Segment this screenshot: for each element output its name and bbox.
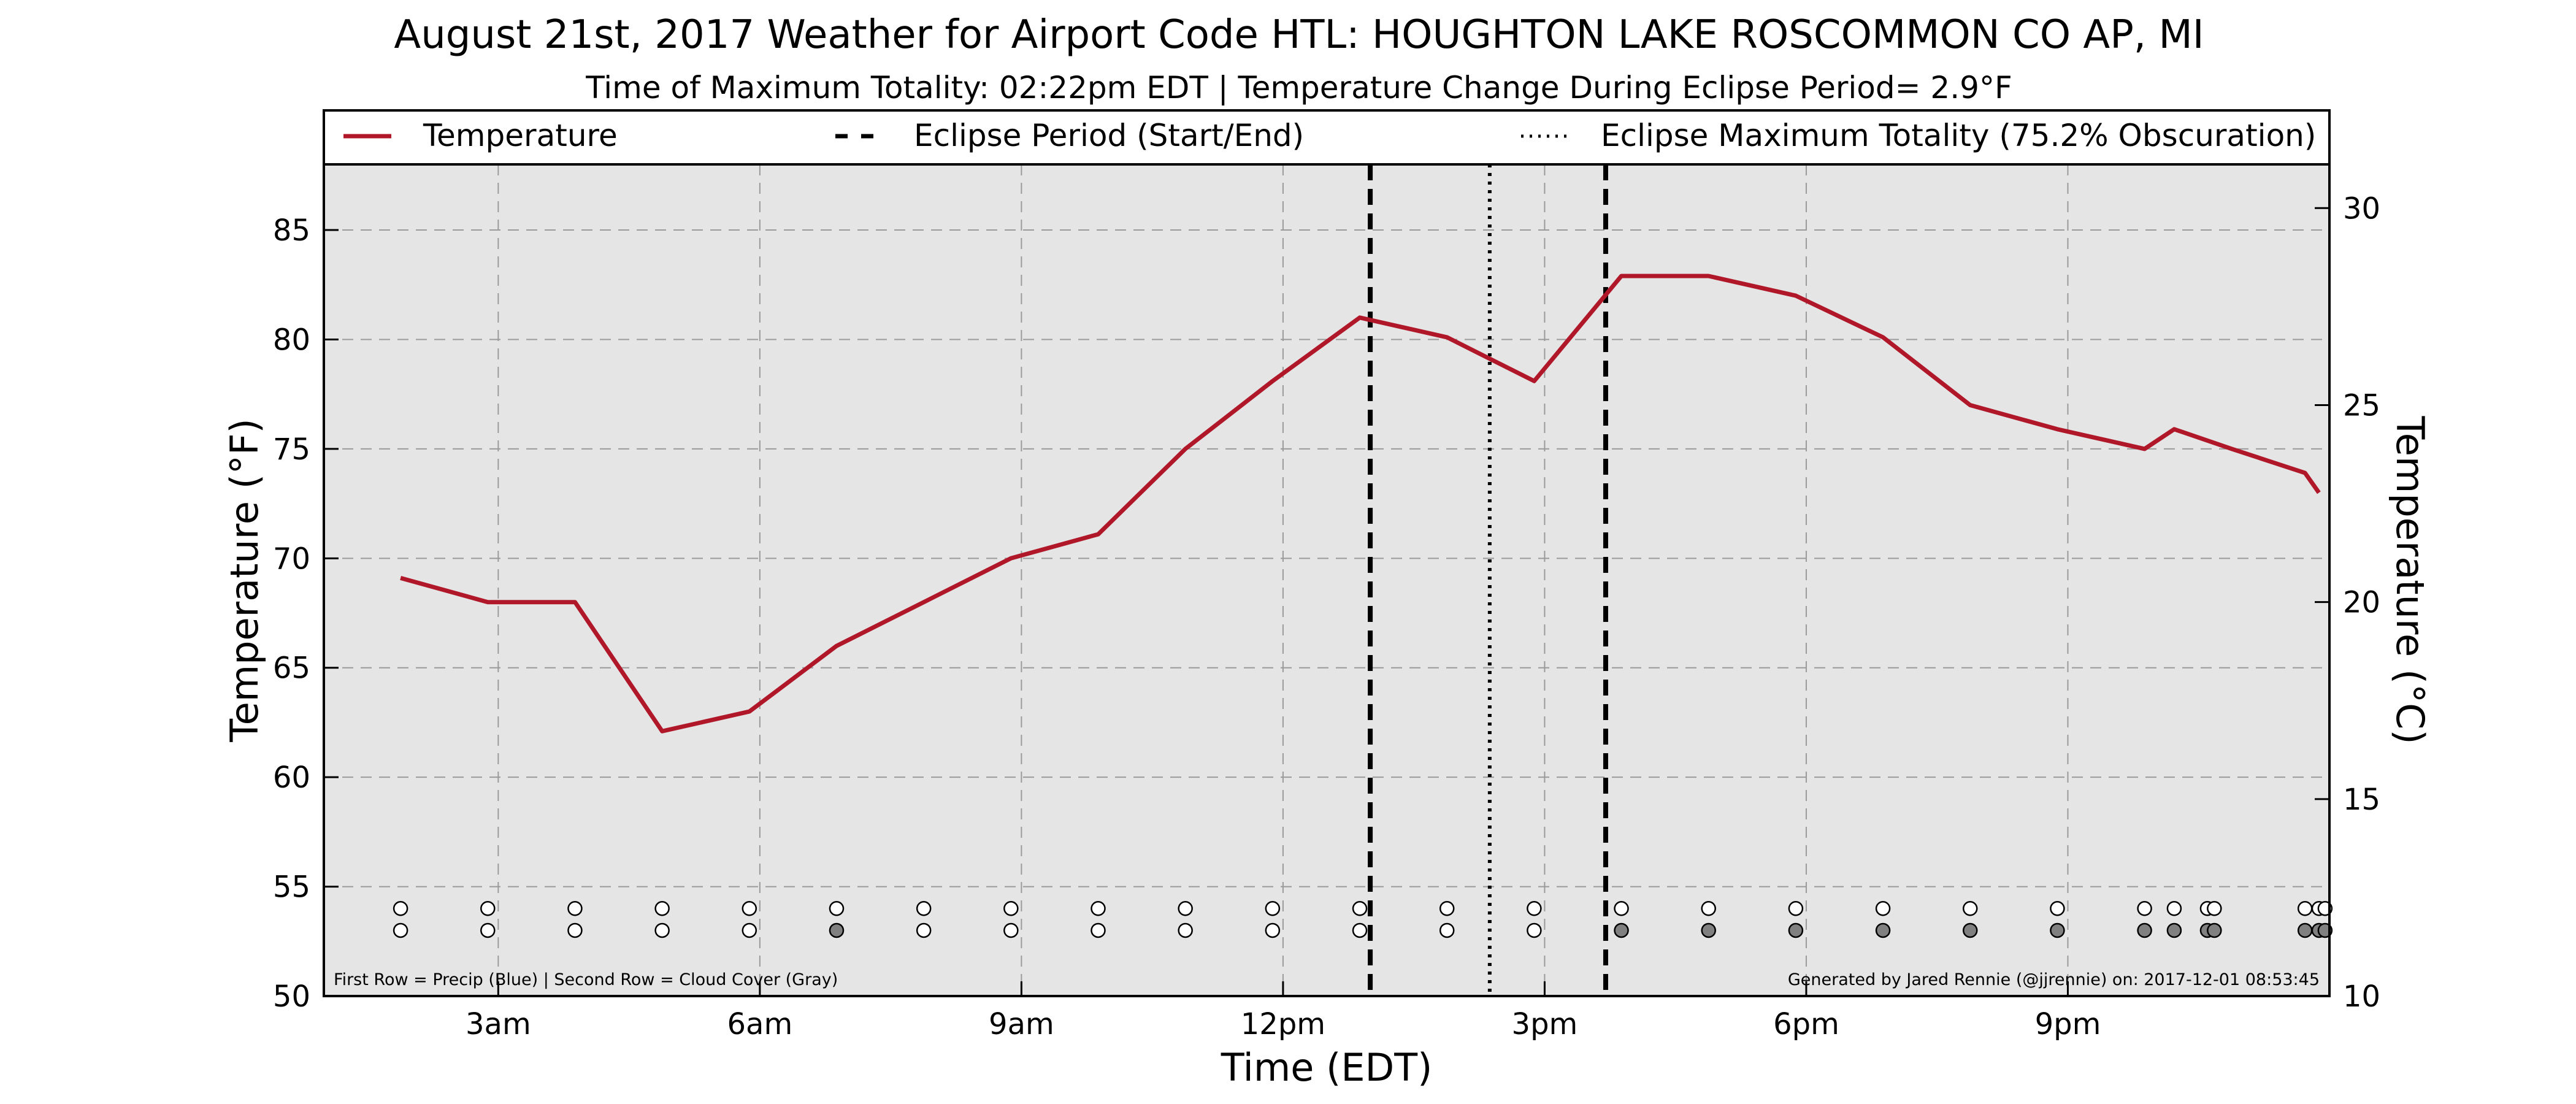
plot-frame [323, 109, 2331, 997]
cloud-cover-marker [1875, 922, 1891, 938]
observation-markers [393, 901, 2333, 938]
precip-marker [2166, 901, 2182, 916]
cloud-cover-marker [2297, 922, 2313, 938]
y-tick-label: 50 [273, 979, 310, 1014]
cloud-cover-marker [916, 922, 932, 938]
precip-marker [1962, 901, 1978, 916]
legend-max-totality-label: Eclipse Maximum Totality (75.2% Obscurat… [1601, 118, 2316, 153]
precip-marker [2050, 901, 2065, 916]
y-right-tick-label: 20 [2343, 586, 2380, 620]
cloud-cover-marker [829, 922, 845, 938]
precip-marker [1614, 901, 1629, 916]
cloud-cover-marker [2207, 922, 2222, 938]
y-right-tick-label: 25 [2343, 388, 2380, 423]
y-tick-label: 80 [273, 323, 310, 357]
y-right-tick-label: 10 [2343, 979, 2380, 1014]
precip-marker [916, 901, 932, 916]
cloud-cover-marker [393, 922, 408, 938]
y-tick-label: 70 [273, 542, 310, 576]
footnote-left: First Row = Precip (Blue) | Second Row =… [334, 970, 838, 989]
cloud-cover-marker [1265, 922, 1281, 938]
axes: 3am 6am 9am 12pm 3pm 6pm 9pm 50 55 60 65 70 75 80 85 10… [273, 191, 2380, 1041]
y-right-tick-label: 15 [2343, 783, 2380, 817]
temperature-series [400, 274, 2321, 734]
precip-marker [2137, 901, 2152, 916]
cloud-cover-marker [1003, 922, 1019, 938]
precip-marker [2297, 901, 2313, 916]
precip-marker [1178, 901, 1193, 916]
temperature-line [400, 274, 2321, 734]
y-tick-label: 60 [273, 761, 310, 795]
precip-marker [654, 901, 670, 916]
y-tick-label: 55 [273, 870, 310, 905]
x-tick-label: 6pm [1773, 1007, 1839, 1041]
y-tick-label: 75 [273, 432, 310, 467]
precip-marker [1265, 901, 1281, 916]
y-axis-label-left: Temperature (°F) [222, 418, 267, 742]
precip-marker [480, 901, 496, 916]
x-tick-label: 6am [727, 1007, 793, 1041]
cloud-cover-marker [480, 922, 496, 938]
cloud-cover-marker [1439, 922, 1455, 938]
chart-title: August 21st, 2017 Weather for Airport Co… [394, 12, 2204, 58]
precip-marker [2207, 901, 2222, 916]
chart-subtitle: Time of Maximum Totality: 02:22pm EDT | … [585, 70, 2012, 105]
cloud-cover-marker [1701, 922, 1716, 938]
cloud-cover-marker [1614, 922, 1629, 938]
x-tick-label: 12pm [1241, 1007, 1325, 1041]
cloud-cover-marker [1788, 922, 1804, 938]
cloud-cover-marker [2137, 922, 2152, 938]
precip-marker [1352, 901, 1368, 916]
y-tick-label: 65 [273, 651, 310, 686]
precip-marker [1701, 901, 1716, 916]
cloud-cover-marker [1178, 922, 1193, 938]
precip-marker [567, 901, 583, 916]
x-tick-label: 9pm [2035, 1007, 2101, 1041]
precip-marker [1439, 901, 1455, 916]
x-axis-label: Time (EDT) [1221, 1045, 1433, 1090]
cloud-cover-marker [1352, 922, 1368, 938]
footnote-right: Generated by Jared Rennie (@jjrennie) on… [1788, 970, 2320, 989]
x-tick-label: 3am [466, 1007, 531, 1041]
precip-marker [1875, 901, 1891, 916]
y-right-tick-label: 30 [2343, 191, 2380, 226]
precip-marker [1788, 901, 1804, 916]
precip-marker [393, 901, 408, 916]
precip-marker [1091, 901, 1106, 916]
cloud-cover-marker [654, 922, 670, 938]
cloud-cover-marker [2166, 922, 2182, 938]
legend-temperature-label: Temperature [423, 118, 618, 153]
x-tick-label: 3pm [1512, 1007, 1578, 1041]
precip-marker [1003, 901, 1019, 916]
eclipse-markers [1368, 164, 1608, 996]
precip-marker [1527, 901, 1542, 916]
y-axis-label-right: Temperature (°C) [2388, 415, 2432, 744]
legend-eclipse-period-label: Eclipse Period (Start/End) [914, 118, 1304, 153]
cloud-cover-marker [1527, 922, 1542, 938]
x-tick-label: 9am [989, 1007, 1054, 1041]
cloud-cover-marker [1091, 922, 1106, 938]
legend: Temperature Eclipse Period (Start/End) E… [343, 118, 2316, 153]
y-tick-label: 85 [273, 213, 310, 248]
cloud-cover-marker [1962, 922, 1978, 938]
cloud-cover-marker [567, 922, 583, 938]
precip-marker [829, 901, 845, 916]
plot-background [324, 164, 2329, 996]
precip-marker [742, 901, 757, 916]
cloud-cover-marker [2050, 922, 2065, 938]
cloud-cover-marker [742, 922, 757, 938]
